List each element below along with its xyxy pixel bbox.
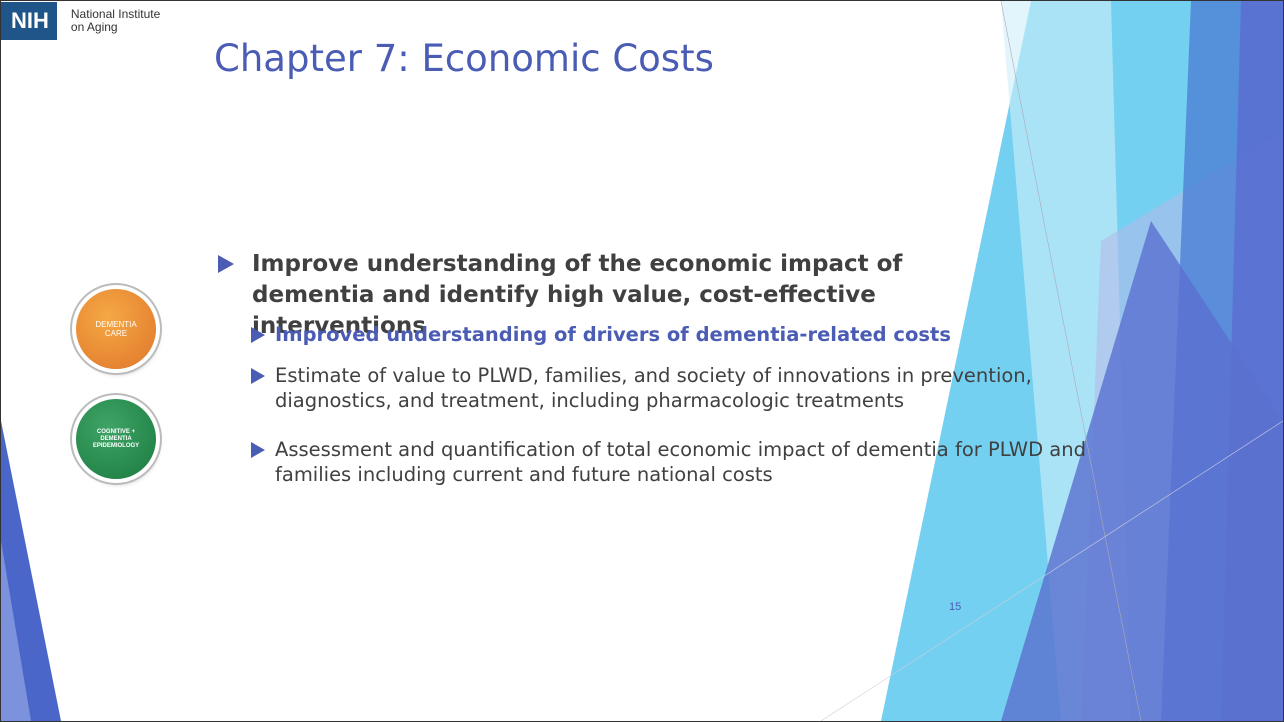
sub-bullet: Assessment and quantification of total e… [251, 437, 1101, 487]
page-number: 15 [949, 601, 961, 613]
icon-label: DEMENTIA CARE [91, 320, 141, 338]
logo-line: on Aging [71, 21, 160, 34]
bullet-text: Improved understanding of drivers of dem… [275, 322, 951, 347]
logo-mark: NIH [1, 2, 57, 40]
icon: COGNITIVE + DEMENTIA EPIDEMIOLOGY [76, 399, 156, 479]
sub-bullet: Improved understanding of drivers of dem… [251, 322, 1101, 347]
bullet-text: Assessment and quantification of total e… [275, 437, 1101, 487]
logo: NIH National Institute on Aging [1, 1, 160, 41]
icon: DEMENTIA CARE [76, 289, 156, 369]
slide-title: Chapter 7: Economic Costs [214, 37, 714, 80]
bullet-marker [218, 255, 234, 273]
bullet-marker [251, 368, 265, 384]
decoration [1, 1, 1283, 721]
icon-label: COGNITIVE + DEMENTIA EPIDEMIOLOGY [91, 429, 141, 450]
bullet-text: Estimate of value to PLWD, families, and… [275, 363, 1101, 413]
sub-bullet: Estimate of value to PLWD, families, and… [251, 363, 1101, 413]
bullet-marker [251, 442, 265, 458]
logo-text: National Institute on Aging [71, 8, 160, 34]
bullet-marker [251, 327, 265, 343]
slide: NIH National Institute on Aging Chapter … [0, 0, 1284, 722]
